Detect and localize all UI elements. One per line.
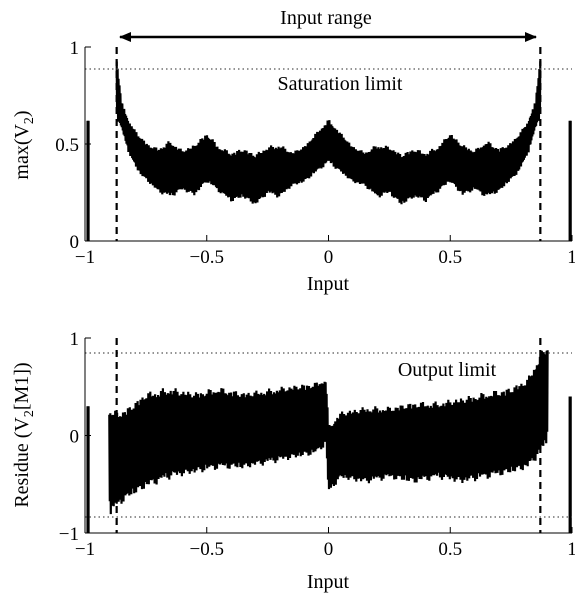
- x-tick-label: −0.5: [190, 539, 224, 560]
- max-v2-x-axis-label: Input: [307, 273, 350, 295]
- residue-axes: −1 −0.5 0 0.5 1 −1 0 1: [59, 329, 575, 560]
- residue-chart: Output limit −1 −0.5 0 0.5 1 −1 0 1 Input Resid…: [11, 329, 575, 593]
- input-range-markers: [115, 47, 542, 241]
- x-tick-label: 0: [324, 539, 334, 560]
- max-v2-chart: Saturation limit Input range −1 −0.5 0 0.5 1…: [11, 7, 575, 295]
- x-tick-label: 1: [567, 247, 575, 268]
- series-line: [108, 350, 549, 515]
- y-tick-label: 0: [70, 427, 80, 448]
- residue-series: [86, 350, 572, 533]
- output-range-markers: [115, 338, 542, 533]
- output-limit-label: Output limit: [398, 359, 497, 381]
- max-v2-y-axis-label: max(V2): [11, 110, 37, 179]
- series-line: [115, 61, 542, 205]
- x-tick-label: −0.5: [190, 247, 224, 268]
- input-range-label: Input range: [280, 7, 372, 29]
- max-v2-axes: −1 −0.5 0 0.5 1 0 0.5 1: [55, 38, 575, 268]
- y-tick-label: 1: [70, 38, 80, 59]
- residue-x-axis-label: Input: [307, 571, 350, 593]
- x-tick-label: 1: [567, 539, 575, 560]
- x-tick-label: 0.5: [438, 247, 462, 268]
- y-tick-label: −1: [59, 524, 79, 545]
- residue-y-axis-label: Residue (V2[M1]): [11, 362, 37, 507]
- x-tick-label: 0.5: [438, 539, 462, 560]
- y-tick-label: 0: [70, 232, 80, 253]
- x-tick-label: −1: [75, 247, 95, 268]
- max-v2-series: [86, 61, 572, 241]
- x-tick-label: 0: [324, 247, 334, 268]
- y-tick-label: 1: [70, 329, 80, 350]
- x-tick-label: −1: [75, 539, 95, 560]
- saturation-limit-label: Saturation limit: [278, 73, 403, 95]
- y-tick-label: 0.5: [55, 135, 79, 156]
